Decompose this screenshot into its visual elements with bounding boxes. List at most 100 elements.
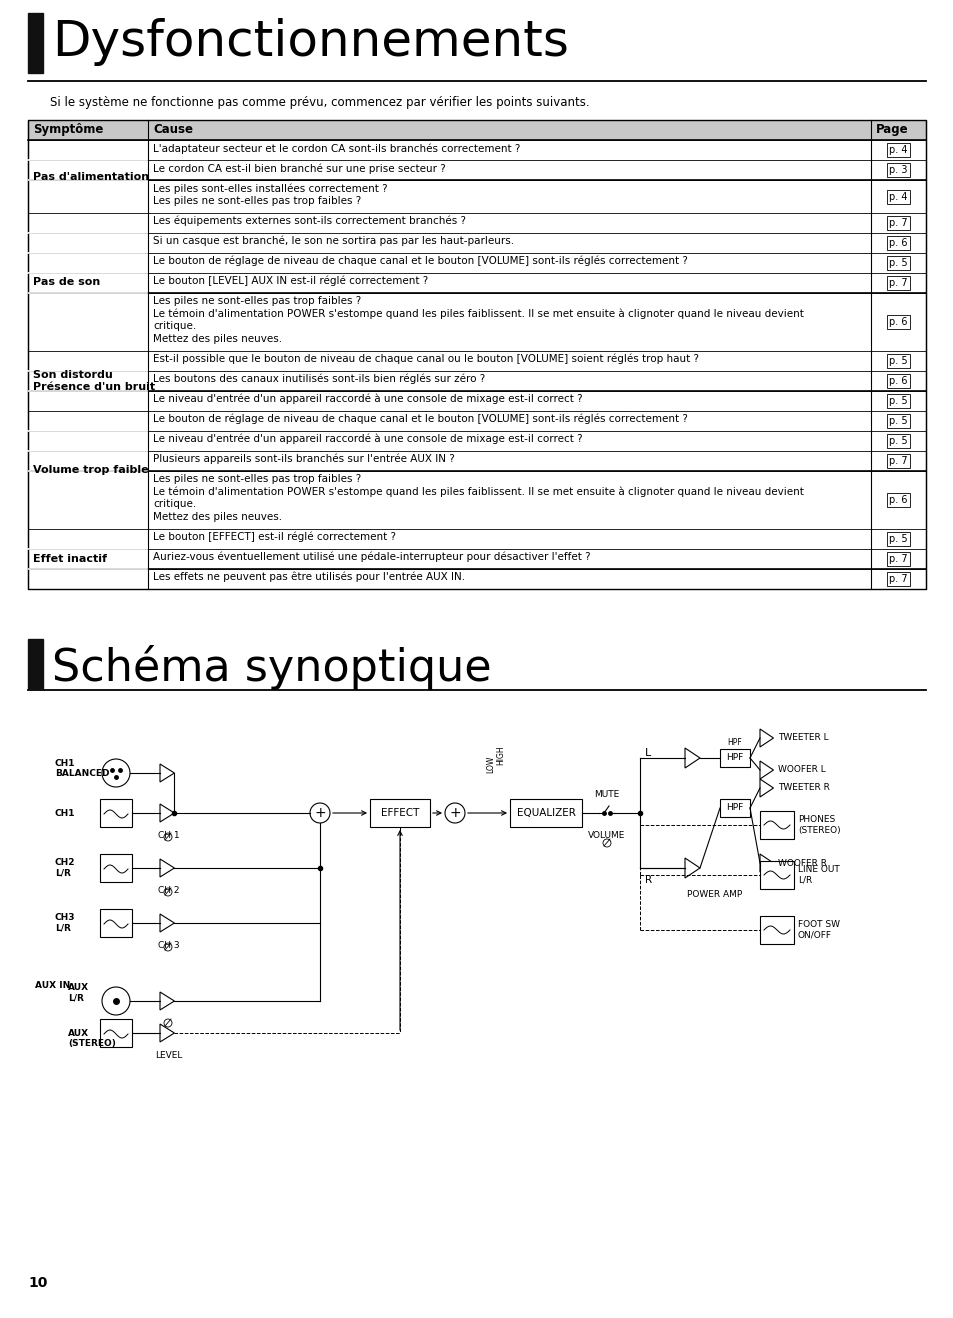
Text: p. 6: p. 6: [888, 318, 907, 327]
Text: EQUALIZER: EQUALIZER: [516, 808, 575, 818]
Text: p. 5: p. 5: [888, 416, 907, 426]
Text: CH 3: CH 3: [158, 941, 180, 950]
Bar: [886, 453, 909, 468]
Text: p. 5: p. 5: [888, 534, 907, 544]
Text: R: R: [644, 875, 652, 884]
Text: p. 7: p. 7: [888, 217, 907, 228]
Text: CH 1: CH 1: [158, 832, 180, 840]
Bar: [886, 163, 909, 177]
Text: +: +: [449, 807, 460, 820]
Text: HPF: HPF: [725, 804, 742, 812]
Text: L'adaptateur secteur et le cordon CA sont-ils branchés correctement ?: L'adaptateur secteur et le cordon CA son…: [152, 142, 519, 153]
Bar: [886, 414, 909, 428]
Text: Les piles sont-elles installées correctement ?
Les piles ne sont-elles pas trop : Les piles sont-elles installées correcte…: [152, 183, 387, 206]
Text: VOLUME: VOLUME: [588, 832, 625, 840]
Text: p. 3: p. 3: [888, 165, 907, 175]
Text: LEVEL: LEVEL: [155, 1050, 183, 1060]
Text: Symptôme: Symptôme: [33, 123, 103, 136]
Bar: [28, 120, 925, 589]
Text: MUTE: MUTE: [594, 789, 619, 799]
Bar: [100, 1019, 132, 1046]
Bar: [720, 799, 749, 817]
Text: Son distordu
Présence d'un bruit: Son distordu Présence d'un bruit: [33, 370, 155, 391]
Bar: [886, 394, 909, 409]
Text: Auriez-vous éventuellement utilisé une pédale-interrupteur pour désactiver l'eff: Auriez-vous éventuellement utilisé une p…: [152, 552, 590, 563]
Text: AUX IN: AUX IN: [35, 981, 71, 990]
Text: CH2
L/R: CH2 L/R: [55, 858, 75, 878]
Bar: [760, 916, 793, 944]
Bar: [886, 493, 909, 507]
Text: p. 5: p. 5: [888, 356, 907, 366]
Text: Dysfonctionnements: Dysfonctionnements: [52, 18, 568, 66]
Bar: [100, 854, 132, 882]
Text: HPF: HPF: [727, 738, 741, 747]
Text: CH1
BALANCED: CH1 BALANCED: [55, 759, 110, 779]
Text: p. 5: p. 5: [888, 436, 907, 445]
Bar: [886, 355, 909, 368]
Bar: [886, 315, 909, 330]
Text: p. 4: p. 4: [888, 145, 907, 156]
Bar: [886, 142, 909, 157]
Bar: [886, 374, 909, 387]
Text: Effet inactif: Effet inactif: [33, 554, 107, 564]
Text: Pas de son: Pas de son: [33, 277, 100, 287]
Text: CH 2: CH 2: [158, 886, 180, 895]
Text: Pas d'alimentation: Pas d'alimentation: [33, 171, 149, 182]
Bar: [886, 275, 909, 290]
Text: EFFECT: EFFECT: [380, 808, 418, 818]
Text: AUX
(STEREO): AUX (STEREO): [68, 1029, 115, 1048]
Text: PHONES
(STEREO): PHONES (STEREO): [797, 816, 840, 834]
Text: CH3
L/R: CH3 L/R: [55, 913, 75, 933]
Text: Volume trop faible: Volume trop faible: [33, 465, 149, 474]
Text: Le bouton de réglage de niveau de chaque canal et le bouton [VOLUME] sont-ils ré: Le bouton de réglage de niveau de chaque…: [152, 414, 687, 424]
Text: LOW: LOW: [486, 755, 495, 772]
Text: p. 7: p. 7: [888, 554, 907, 564]
Text: TWEETER R: TWEETER R: [778, 783, 829, 792]
Text: Les piles ne sont-elles pas trop faibles ?
Le témoin d'alimentation POWER s'esto: Les piles ne sont-elles pas trop faibles…: [152, 474, 803, 522]
Bar: [886, 236, 909, 250]
Bar: [886, 434, 909, 448]
Bar: [370, 799, 430, 826]
Text: HIGH: HIGH: [496, 746, 505, 764]
Text: p. 4: p. 4: [888, 191, 907, 202]
Bar: [510, 799, 581, 826]
Text: Les piles ne sont-elles pas trop faibles ?
Le témoin d'alimentation POWER s'esto: Les piles ne sont-elles pas trop faibles…: [152, 297, 803, 344]
Bar: [100, 909, 132, 937]
Text: Le niveau d'entrée d'un appareil raccordé à une console de mixage est-il correct: Le niveau d'entrée d'un appareil raccord…: [152, 434, 582, 444]
Text: AUX
L/R: AUX L/R: [68, 983, 89, 1003]
Text: +: +: [314, 807, 326, 820]
Text: p. 6: p. 6: [888, 376, 907, 386]
Bar: [28, 639, 43, 689]
Bar: [28, 120, 925, 140]
Bar: [100, 799, 132, 826]
Text: Cause: Cause: [152, 123, 193, 136]
Bar: [886, 532, 909, 546]
Bar: [28, 13, 43, 72]
Text: p. 7: p. 7: [888, 278, 907, 289]
Text: Si un casque est branché, le son ne sortira pas par les haut-parleurs.: Si un casque est branché, le son ne sort…: [152, 236, 514, 246]
Text: Schéma synoptique: Schéma synoptique: [52, 645, 491, 691]
Text: Les équipements externes sont-ils correctement branchés ?: Les équipements externes sont-ils correc…: [152, 216, 465, 227]
Bar: [886, 216, 909, 231]
Text: Le niveau d'entrée d'un appareil raccordé à une console de mixage est-il correct: Le niveau d'entrée d'un appareil raccord…: [152, 394, 582, 405]
Text: p. 5: p. 5: [888, 258, 907, 268]
Text: WOOFER R: WOOFER R: [778, 858, 826, 867]
Text: HPF: HPF: [725, 754, 742, 763]
Text: Le bouton [LEVEL] AUX IN est-il réglé correctement ?: Le bouton [LEVEL] AUX IN est-il réglé co…: [152, 275, 428, 286]
Text: p. 5: p. 5: [888, 395, 907, 406]
Text: Est-il possible que le bouton de niveau de chaque canal ou le bouton [VOLUME] so: Est-il possible que le bouton de niveau …: [152, 355, 699, 365]
Text: Les effets ne peuvent pas être utilisés pour l'entrée AUX IN.: Les effets ne peuvent pas être utilisés …: [152, 572, 465, 583]
Text: L: L: [644, 749, 651, 758]
Text: Page: Page: [875, 123, 907, 136]
Bar: [886, 552, 909, 565]
Text: p. 6: p. 6: [888, 239, 907, 248]
Text: WOOFER L: WOOFER L: [778, 766, 825, 775]
Text: Plusieurs appareils sont-ils branchés sur l'entrée AUX IN ?: Plusieurs appareils sont-ils branchés su…: [152, 453, 455, 464]
Text: FOOT SW
ON/OFF: FOOT SW ON/OFF: [797, 920, 840, 940]
Text: Le bouton de réglage de niveau de chaque canal et le bouton [VOLUME] sont-ils ré: Le bouton de réglage de niveau de chaque…: [152, 256, 687, 266]
Bar: [886, 572, 909, 587]
Text: CH1: CH1: [55, 808, 75, 817]
Bar: [720, 749, 749, 767]
Text: POWER AMP: POWER AMP: [687, 890, 741, 899]
Bar: [760, 861, 793, 890]
